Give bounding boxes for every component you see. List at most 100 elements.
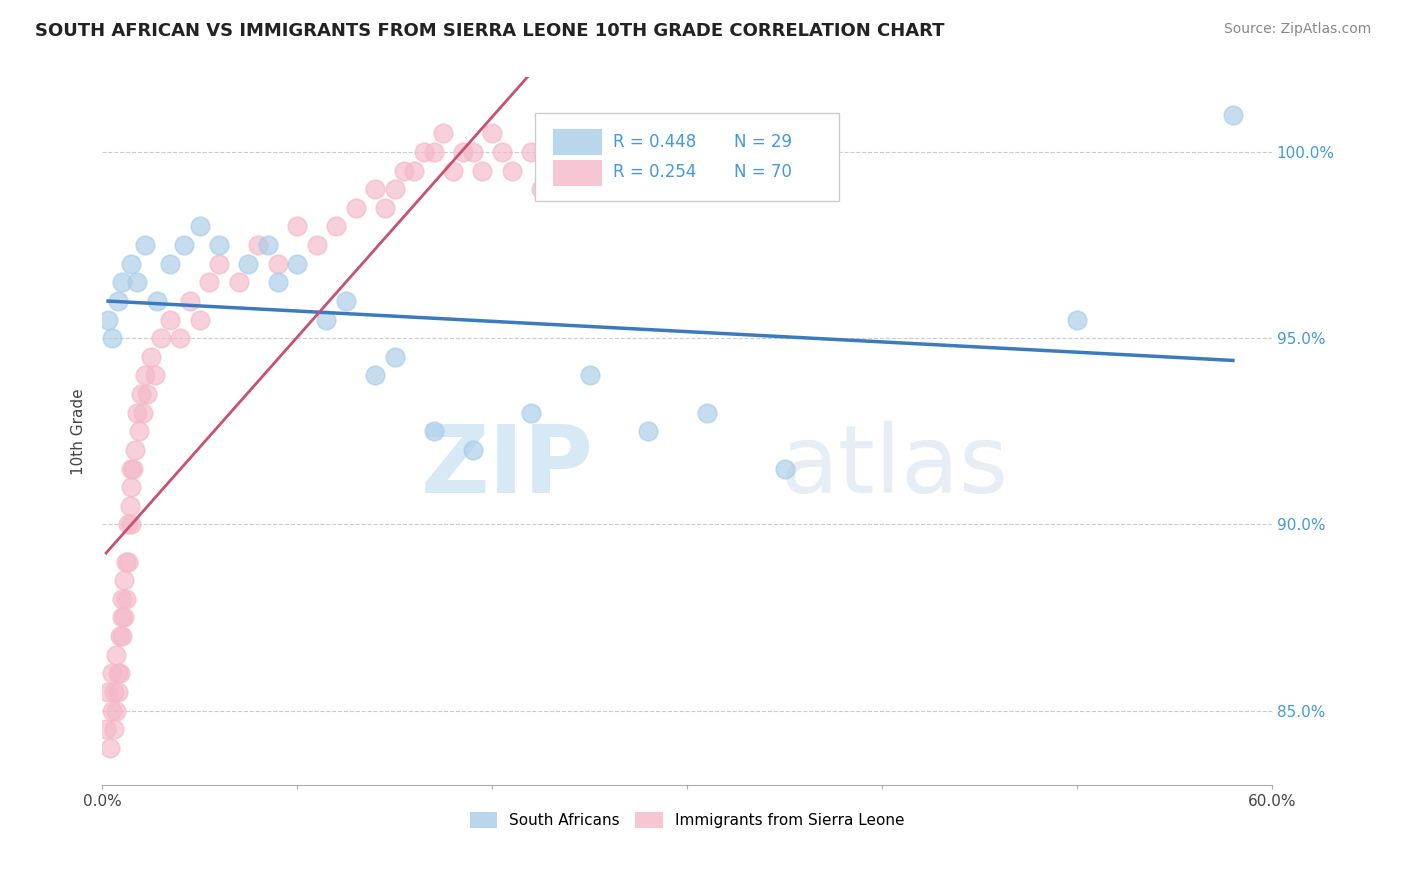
Point: [491, 145, 513, 159]
Point: [112, 610, 135, 624]
Point: [257, 238, 280, 252]
Point: [173, 238, 195, 252]
Point: [335, 293, 357, 308]
Point: [129, 387, 152, 401]
Point: [117, 517, 139, 532]
Point: [637, 424, 659, 438]
Point: [285, 257, 308, 271]
Text: ZIP: ZIP: [420, 421, 593, 513]
Point: [1222, 108, 1244, 122]
Point: [107, 685, 129, 699]
Legend: South Africans, Immigrants from Sierra Leone: South Africans, Immigrants from Sierra L…: [464, 805, 911, 834]
Point: [471, 163, 494, 178]
Point: [159, 257, 181, 271]
Point: [266, 257, 288, 271]
Point: [136, 387, 159, 401]
Point: [441, 163, 464, 178]
Point: [238, 257, 260, 271]
Point: [107, 666, 129, 681]
Point: [149, 331, 172, 345]
Point: [104, 704, 127, 718]
Point: [228, 275, 250, 289]
Point: [108, 629, 131, 643]
Point: [127, 406, 149, 420]
Point: [103, 685, 125, 699]
Point: [315, 312, 337, 326]
Point: [139, 350, 162, 364]
Point: [120, 480, 142, 494]
Point: [101, 666, 124, 681]
Point: [188, 312, 211, 326]
Point: [134, 238, 156, 252]
Point: [97, 312, 120, 326]
Point: [198, 275, 221, 289]
Point: [344, 201, 367, 215]
Point: [98, 740, 121, 755]
Point: [97, 685, 120, 699]
Point: [103, 723, 125, 737]
Point: [578, 368, 600, 383]
Point: [208, 238, 231, 252]
Point: [520, 406, 543, 420]
Point: [104, 648, 127, 662]
Point: [94, 723, 117, 737]
Text: N = 29: N = 29: [734, 133, 792, 151]
Point: [111, 629, 134, 643]
Point: [384, 350, 406, 364]
Point: [364, 182, 387, 196]
Point: [111, 275, 134, 289]
Point: [118, 499, 141, 513]
Point: [558, 145, 581, 159]
Point: [461, 442, 484, 457]
Point: [114, 591, 136, 606]
Point: [578, 126, 600, 140]
Text: N = 70: N = 70: [734, 163, 792, 181]
Point: [179, 293, 201, 308]
Point: [169, 331, 191, 345]
Point: [101, 704, 124, 718]
Point: [422, 145, 444, 159]
Point: [501, 163, 523, 178]
Text: R = 0.448: R = 0.448: [613, 133, 696, 151]
Point: [520, 145, 543, 159]
Point: [143, 368, 166, 383]
Point: [461, 145, 484, 159]
Point: [159, 312, 181, 326]
Point: [132, 406, 155, 420]
Point: [481, 126, 503, 140]
Text: Source: ZipAtlas.com: Source: ZipAtlas.com: [1223, 22, 1371, 37]
Point: [107, 293, 129, 308]
Point: [120, 257, 142, 271]
Point: [325, 219, 347, 234]
Point: [188, 219, 211, 234]
Point: [305, 238, 328, 252]
Point: [124, 442, 146, 457]
Point: [696, 406, 718, 420]
Text: R = 0.254: R = 0.254: [613, 163, 697, 181]
Point: [117, 555, 139, 569]
Point: [540, 126, 562, 140]
Point: [530, 182, 553, 196]
Point: [285, 219, 308, 234]
Point: [134, 368, 156, 383]
Point: [384, 182, 406, 196]
Point: [364, 368, 387, 383]
Point: [374, 201, 396, 215]
Point: [108, 666, 131, 681]
Point: [451, 145, 474, 159]
Text: atlas: atlas: [780, 421, 1010, 513]
Point: [1066, 312, 1088, 326]
Text: SOUTH AFRICAN VS IMMIGRANTS FROM SIERRA LEONE 10TH GRADE CORRELATION CHART: SOUTH AFRICAN VS IMMIGRANTS FROM SIERRA …: [35, 22, 945, 40]
Point: [122, 461, 145, 475]
Point: [120, 461, 142, 475]
Point: [432, 126, 454, 140]
Point: [773, 461, 796, 475]
Point: [412, 145, 434, 159]
Point: [404, 163, 426, 178]
Point: [101, 331, 124, 345]
Point: [127, 275, 149, 289]
Point: [120, 517, 142, 532]
Point: [146, 293, 169, 308]
Point: [266, 275, 288, 289]
Point: [128, 424, 150, 438]
